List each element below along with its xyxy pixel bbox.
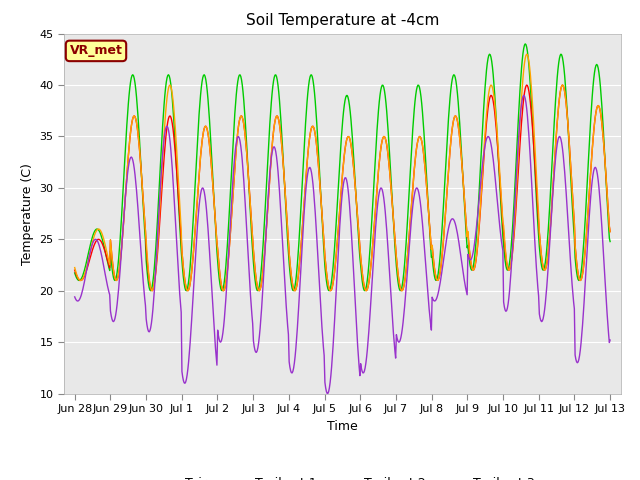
Title: Soil Temperature at -4cm: Soil Temperature at -4cm — [246, 13, 439, 28]
Y-axis label: Temperature (C): Temperature (C) — [21, 163, 34, 264]
X-axis label: Time: Time — [327, 420, 358, 432]
Text: VR_met: VR_met — [70, 44, 122, 58]
Legend: Tair, Tsoil set 1, Tsoil set 2, Tsoil set 3: Tair, Tsoil set 1, Tsoil set 2, Tsoil se… — [145, 472, 540, 480]
